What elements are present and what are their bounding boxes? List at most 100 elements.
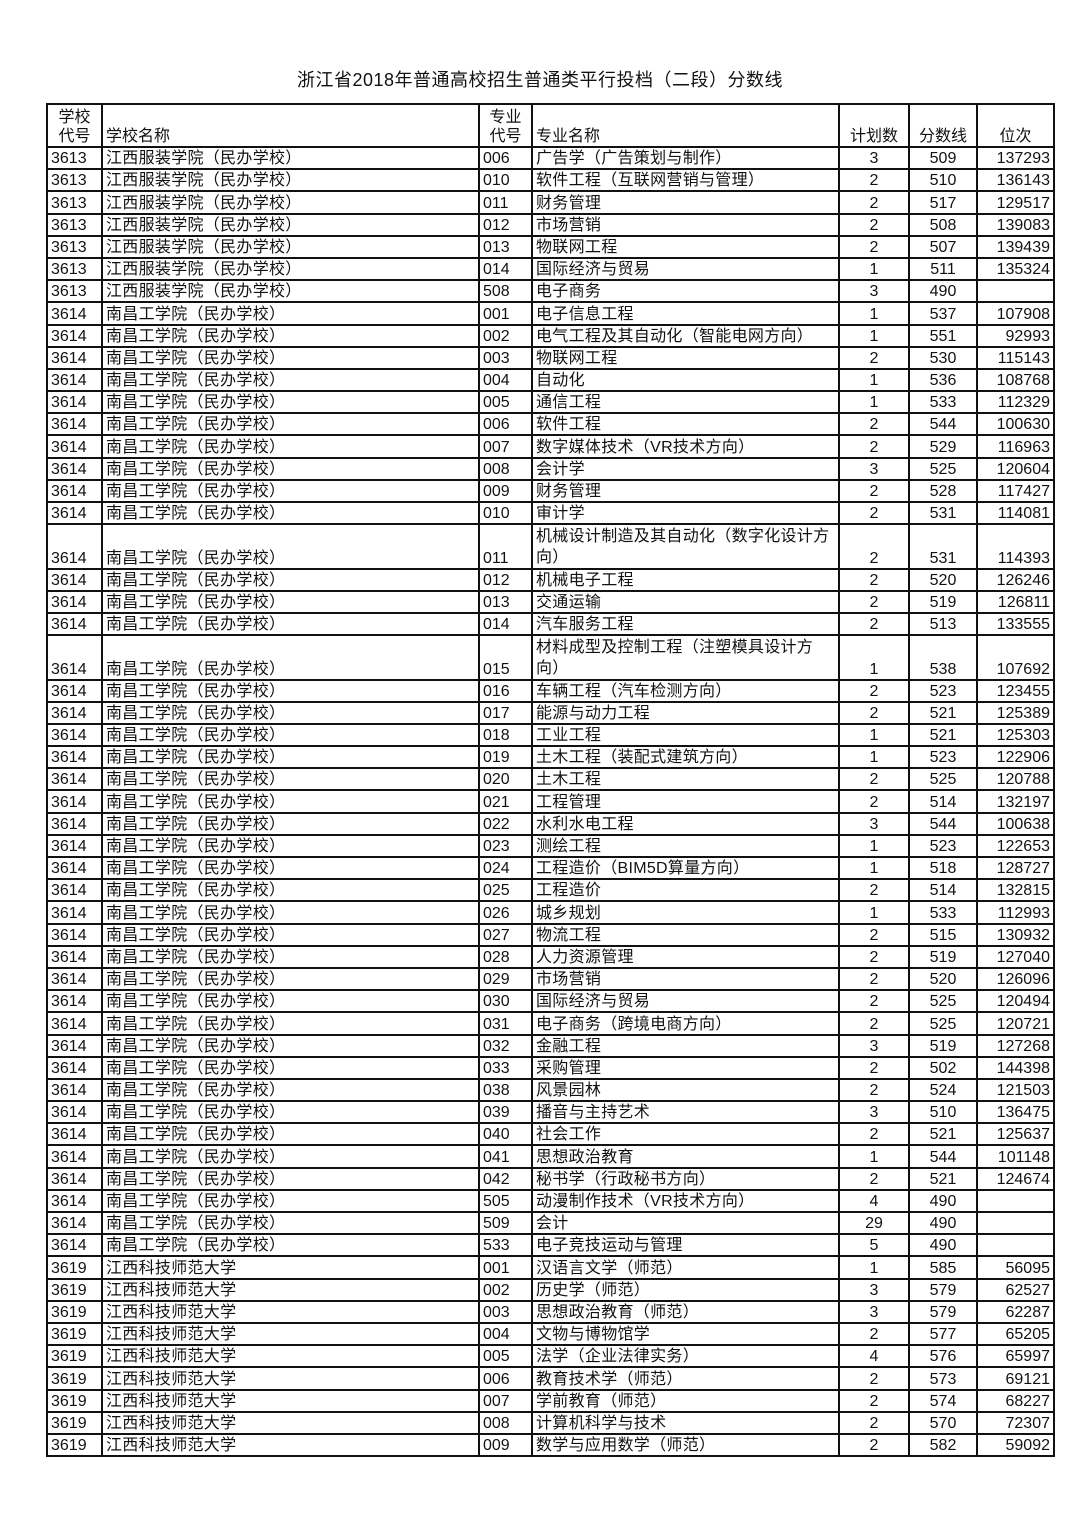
school-code-cell: 3614	[46, 856, 103, 881]
score-line-cell: 544	[908, 1144, 978, 1169]
school-code-cell: 3614	[46, 412, 103, 437]
score-line-cell: 518	[908, 856, 978, 881]
major-code-cell: 013	[478, 589, 533, 614]
major-name-cell: 电子商务	[531, 279, 840, 304]
school-name-cell: 南昌工学院（民办学校）	[101, 611, 480, 637]
score-line-cell: 576	[908, 1344, 978, 1369]
school-name-cell: 南昌工学院（民办学校）	[101, 434, 480, 459]
school-name-cell: 南昌工学院（民办学校）	[101, 700, 480, 725]
school-name-cell: 南昌工学院（民办学校）	[101, 678, 480, 703]
table-row: 3619 江西科技师范大学 009 数学与应用数学（师范） 2 582 59092	[46, 1432, 1055, 1458]
major-code-cell: 006	[478, 1366, 533, 1391]
plan-count-cell: 4	[838, 1344, 910, 1369]
school-name-cell: 江西科技师范大学	[101, 1255, 480, 1280]
table-row: 3619 江西科技师范大学 005 法学（企业法律实务） 4 576 65997	[46, 1344, 1055, 1369]
header-score: 分数线	[908, 103, 978, 148]
major-name-cell: 数字媒体技术（VR技术方向）	[531, 434, 840, 459]
major-code-cell: 002	[478, 323, 533, 348]
major-name-cell: 金融工程	[531, 1033, 840, 1058]
school-code-cell: 3614	[46, 944, 103, 969]
rank-cell: 72307	[976, 1410, 1055, 1435]
major-code-cell: 005	[478, 1344, 533, 1369]
rank-cell: 125637	[976, 1122, 1055, 1147]
major-code-cell: 013	[478, 234, 533, 259]
school-code-cell: 3614	[46, 922, 103, 947]
school-code-cell: 3614	[46, 1211, 103, 1236]
major-code-cell: 001	[478, 1255, 533, 1280]
school-name-cell: 江西科技师范大学	[101, 1344, 480, 1369]
major-name-cell: 国际经济与贸易	[531, 989, 840, 1014]
school-name-cell: 江西服装学院（民办学校）	[101, 279, 480, 304]
plan-count-cell: 1	[838, 367, 910, 393]
school-code-cell: 3619	[46, 1277, 103, 1302]
plan-count-cell: 3	[838, 811, 910, 836]
table-row: 3614 南昌工学院（民办学校） 012 机械电子工程 2 520 126246	[46, 567, 1055, 592]
school-name-cell: 江西科技师范大学	[101, 1321, 480, 1347]
major-name-cell: 电子信息工程	[531, 301, 840, 326]
major-code-cell: 014	[478, 256, 533, 282]
school-name-cell: 南昌工学院（民办学校）	[101, 1122, 480, 1147]
school-code-cell: 3613	[46, 145, 103, 171]
major-name-cell: 软件工程（互联网营销与管理）	[531, 168, 840, 193]
score-line-cell: 529	[908, 434, 978, 459]
major-name-cell: 国际经济与贸易	[531, 256, 840, 282]
plan-count-cell: 2	[838, 589, 910, 614]
school-code-cell: 3614	[46, 1166, 103, 1191]
school-name-cell: 江西服装学院（民办学校）	[101, 256, 480, 282]
table-row: 3614 南昌工学院（民办学校） 008 会计学 3 525 120604	[46, 456, 1055, 481]
plan-count-cell: 1	[838, 856, 910, 881]
school-code-cell: 3614	[46, 434, 103, 459]
table-row: 3614 南昌工学院（民办学校） 033 采购管理 2 502 144398	[46, 1055, 1055, 1080]
major-name-cell: 物流工程	[531, 922, 840, 947]
school-name-cell: 南昌工学院（民办学校）	[101, 922, 480, 947]
major-name-cell: 法学（企业法律实务）	[531, 1344, 840, 1369]
major-code-cell: 006	[478, 145, 533, 171]
score-line-cell: 528	[908, 478, 978, 504]
major-name-cell: 电子商务（跨境电商方向）	[531, 1011, 840, 1036]
school-name-cell: 江西服装学院（民办学校）	[101, 212, 480, 237]
table-row: 3614 南昌工学院（民办学校） 010 审计学 2 531 114081	[46, 500, 1055, 526]
table-row: 3614 南昌工学院（民办学校） 031 电子商务（跨境电商方向） 2 525 120721	[46, 1011, 1055, 1036]
plan-count-cell: 5	[838, 1233, 910, 1258]
score-line-cell: 507	[908, 234, 978, 259]
table-row: 3619 江西科技师范大学 004 文物与博物馆学 2 577 65205	[46, 1321, 1055, 1347]
school-name-cell: 南昌工学院（民办学校）	[101, 412, 480, 437]
school-code-cell: 3619	[46, 1255, 103, 1280]
plan-count-cell: 1	[838, 833, 910, 859]
major-code-cell: 533	[478, 1233, 533, 1258]
major-name-cell: 审计学	[531, 500, 840, 526]
table-row: 3614 南昌工学院（民办学校） 024 工程造价（BIM5D算量方向） 1 518 128…	[46, 856, 1055, 881]
score-line-cell: 524	[908, 1077, 978, 1103]
major-name-cell: 会计学	[531, 456, 840, 481]
major-code-cell: 008	[478, 1410, 533, 1435]
score-line-cell: 511	[908, 256, 978, 282]
major-name-cell: 电子竞技运动与管理	[531, 1233, 840, 1258]
school-code-cell: 3614	[46, 789, 103, 814]
school-code-cell: 3614	[46, 1077, 103, 1103]
score-line-cell: 530	[908, 345, 978, 370]
plan-count-cell: 4	[838, 1188, 910, 1214]
table-row: 3613 江西服装学院（民办学校） 013 物联网工程 2 507 139439	[46, 234, 1055, 259]
school-name-cell: 江西科技师范大学	[101, 1366, 480, 1391]
major-code-cell: 008	[478, 456, 533, 481]
major-code-cell: 042	[478, 1166, 533, 1191]
plan-count-cell: 2	[838, 1077, 910, 1103]
header-major-name: 专业名称	[531, 103, 840, 148]
header-line: 代号	[58, 128, 91, 145]
score-line-cell: 525	[908, 989, 978, 1014]
plan-count-cell: 2	[838, 523, 910, 570]
score-line-cell: 521	[908, 722, 978, 748]
school-name-cell: 南昌工学院（民办学校）	[101, 390, 480, 415]
plan-count-cell: 3	[838, 145, 910, 171]
table-row: 3614 南昌工学院（民办学校） 023 测绘工程 1 523 122653	[46, 833, 1055, 859]
major-code-cell: 022	[478, 811, 533, 836]
major-code-cell: 017	[478, 700, 533, 725]
school-code-cell: 3619	[46, 1410, 103, 1435]
major-code-cell: 018	[478, 722, 533, 748]
school-name-cell: 南昌工学院（民办学校）	[101, 500, 480, 526]
school-name-cell: 江西科技师范大学	[101, 1299, 480, 1324]
table-row: 3614 南昌工学院（民办学校） 001 电子信息工程 1 537 107908	[46, 301, 1055, 326]
rank-cell: 137293	[976, 145, 1055, 171]
plan-count-cell: 2	[838, 168, 910, 193]
rank-cell: 101148	[976, 1144, 1055, 1169]
